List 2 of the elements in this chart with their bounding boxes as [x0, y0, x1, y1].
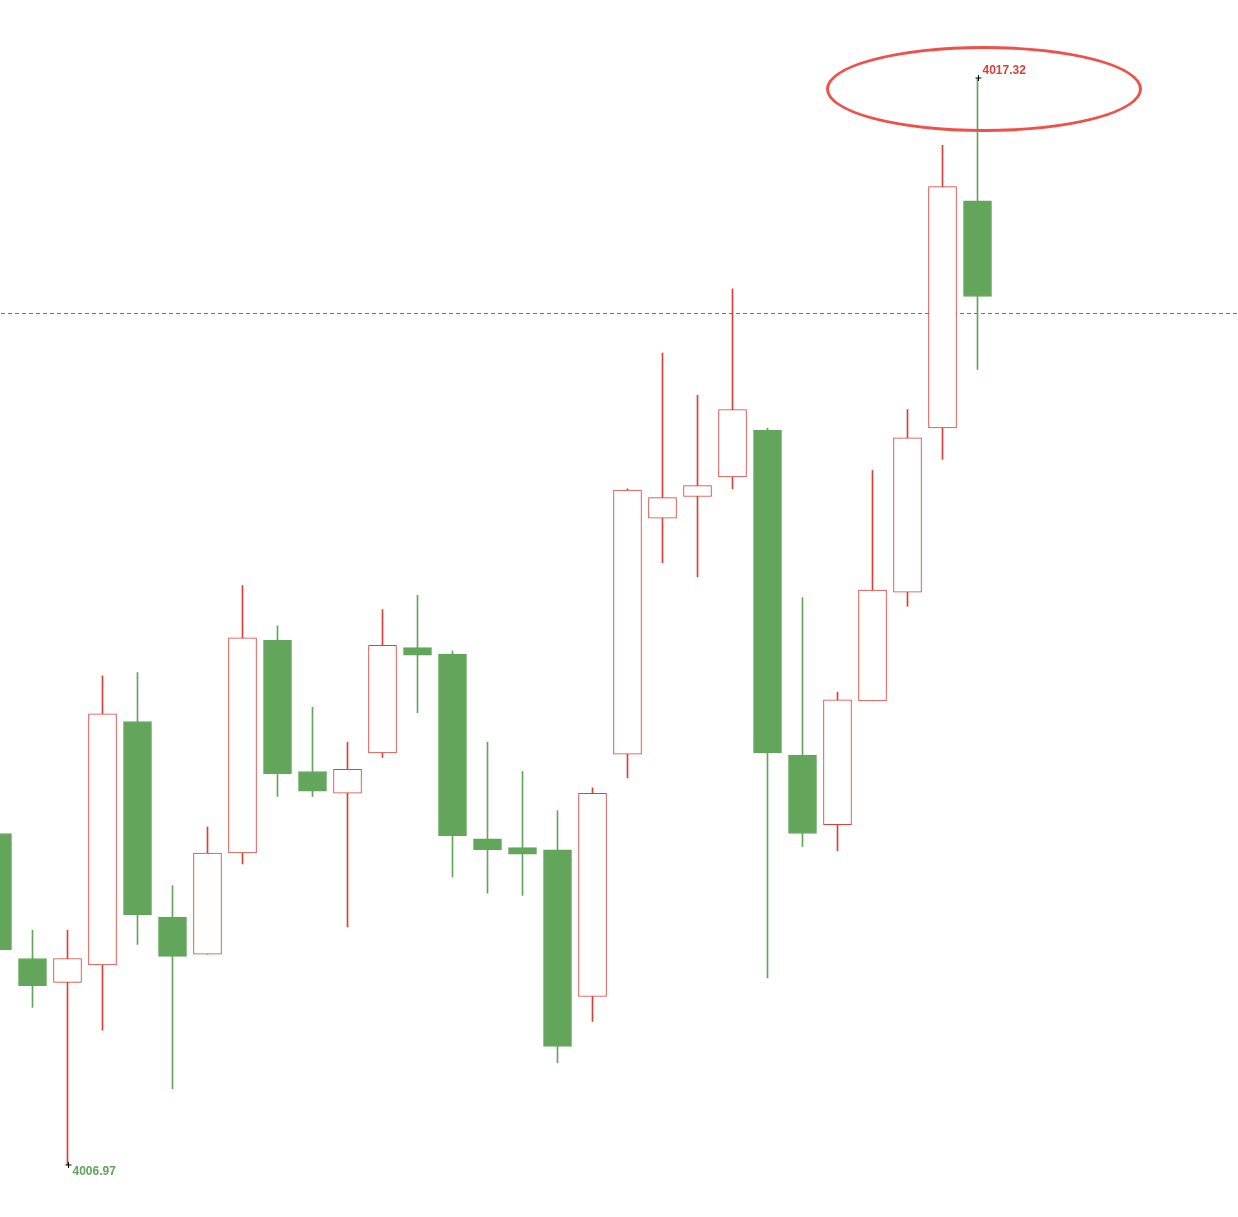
- text: 4017.32: [982, 63, 1027, 78]
- annotation: 4006.97: [72, 1164, 117, 1179]
